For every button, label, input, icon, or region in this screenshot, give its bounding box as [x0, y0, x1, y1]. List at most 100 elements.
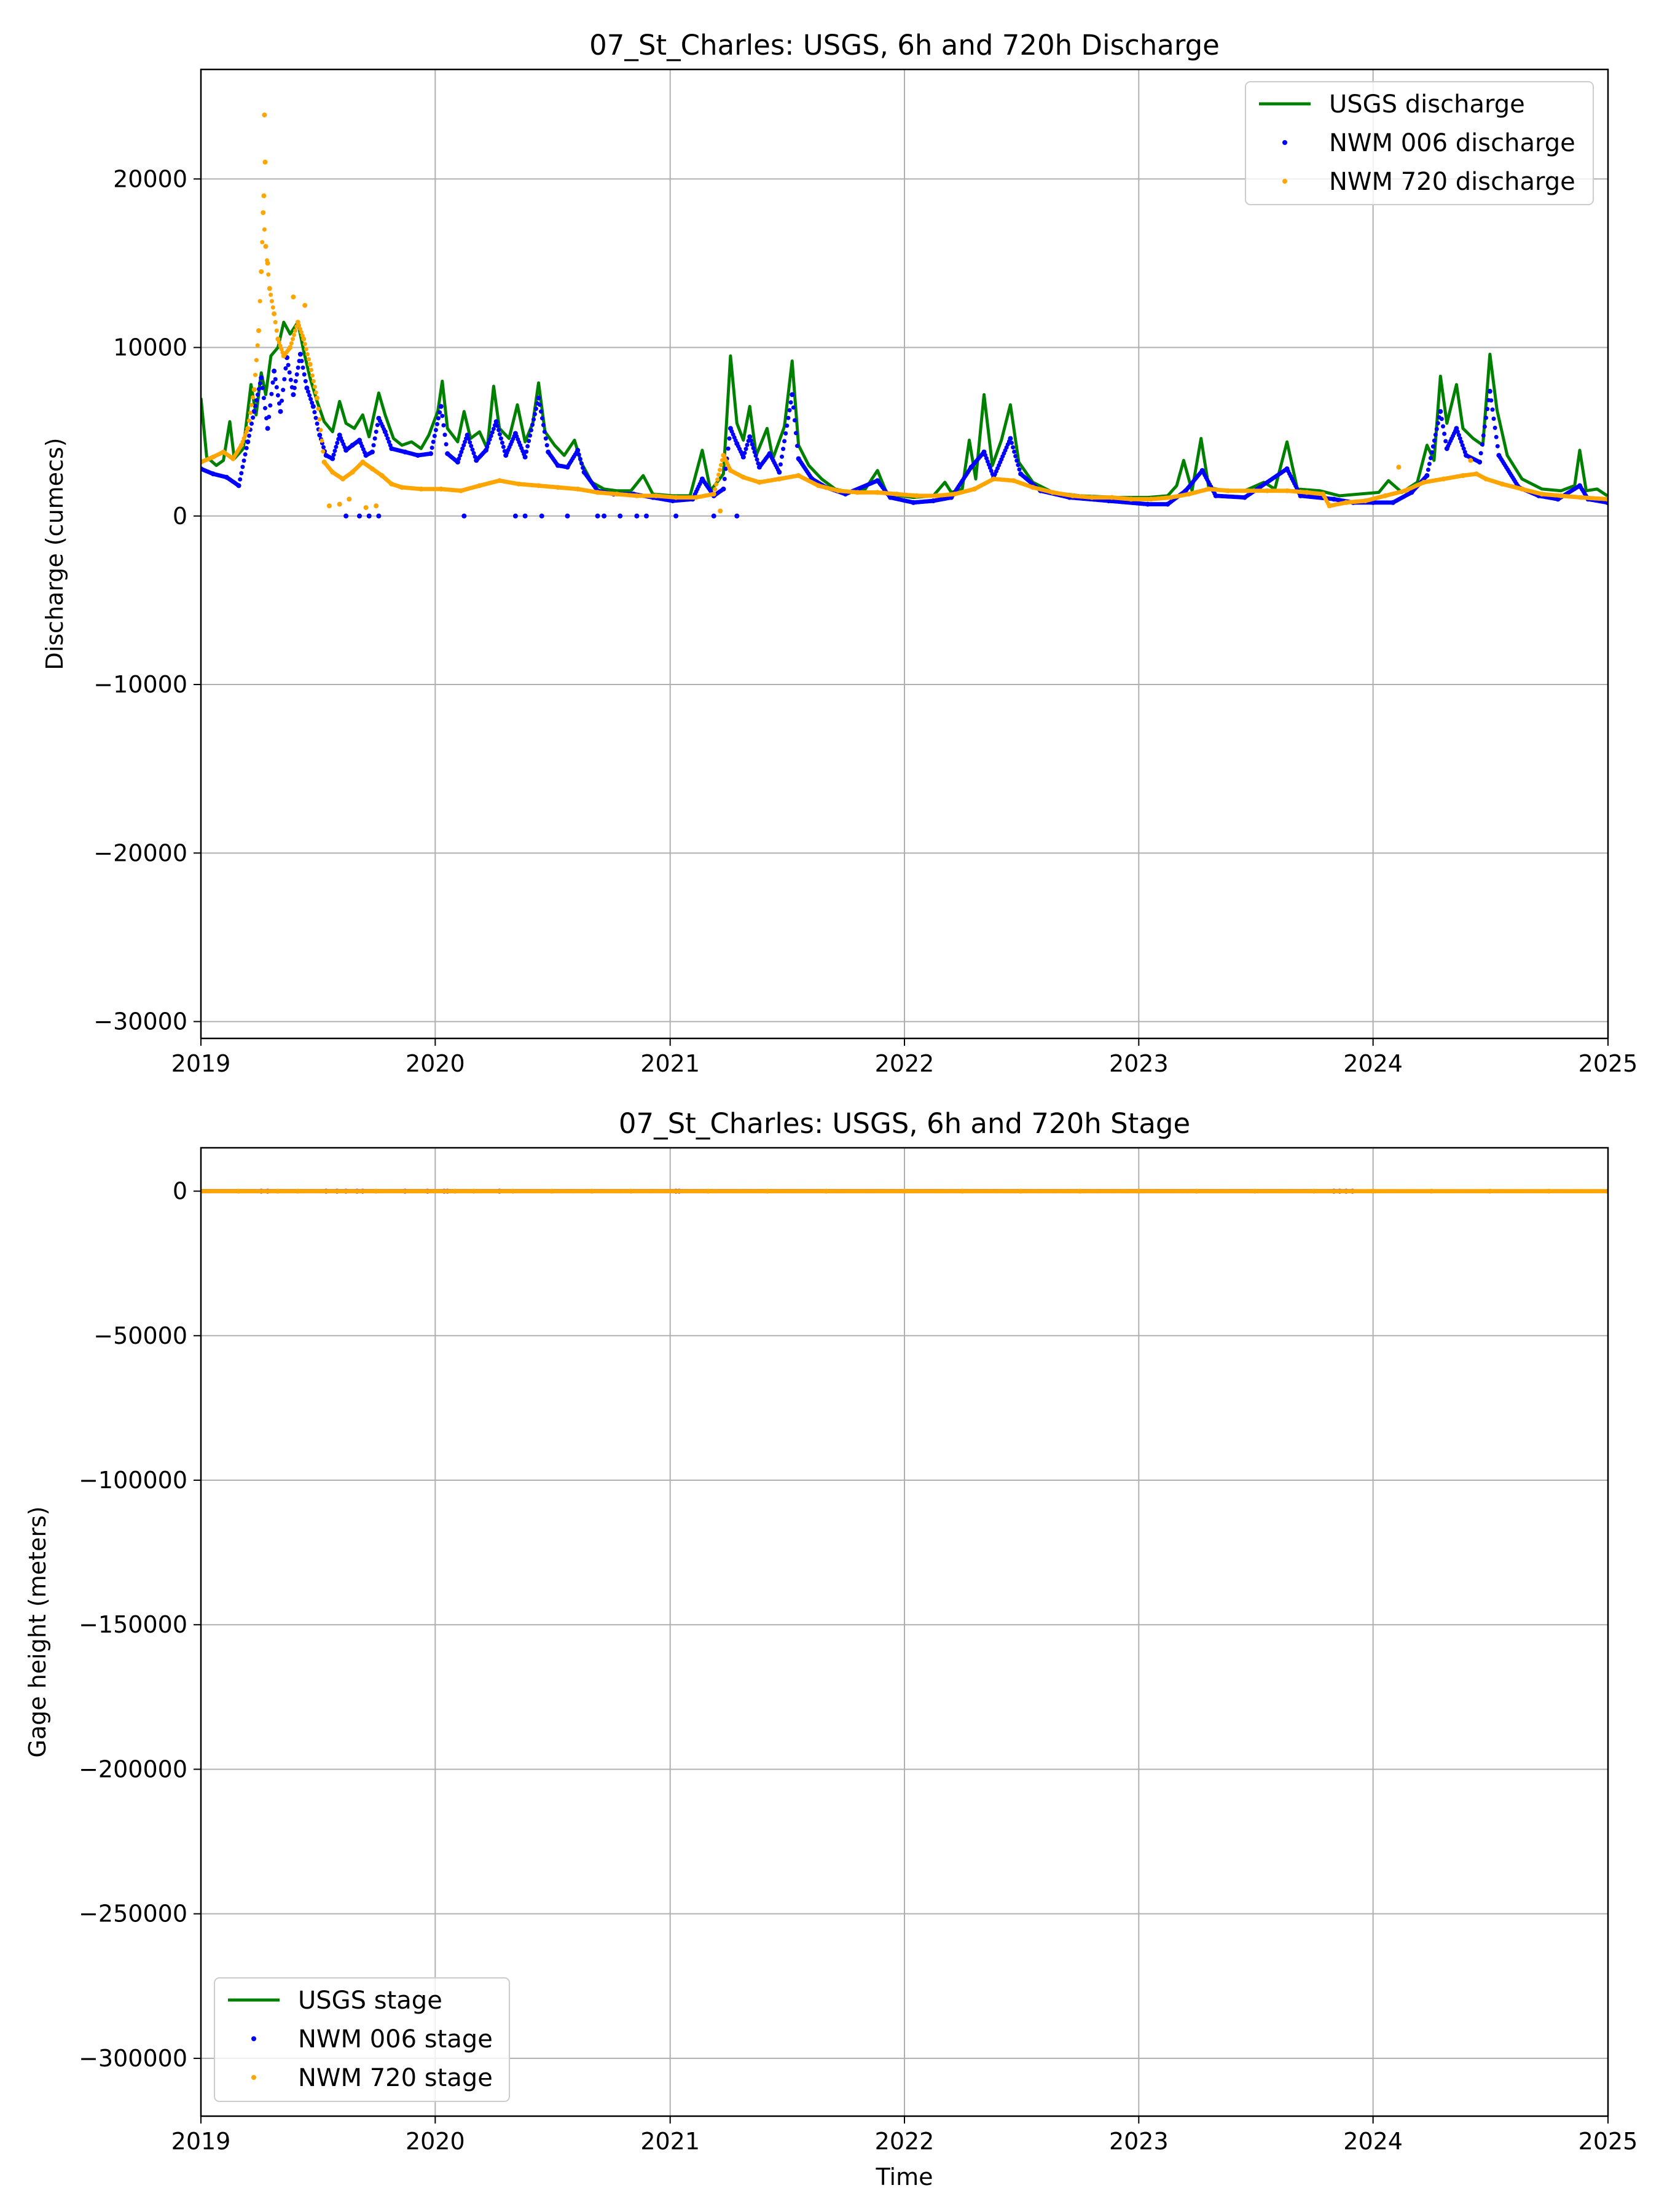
data-point: [267, 415, 272, 419]
legend-marker-swatch: [1282, 140, 1287, 145]
data-point: [470, 447, 475, 452]
y-axis-label: Discharge (cumecs): [41, 437, 68, 670]
x-tick-label: 2023: [1109, 1050, 1169, 1077]
y-tick-label: −10000: [93, 671, 187, 698]
data-point: [432, 434, 437, 438]
data-point: [288, 377, 293, 382]
data-point: [305, 352, 310, 356]
data-point: [273, 320, 278, 324]
data-point: [268, 403, 273, 408]
data-point: [274, 328, 279, 333]
data-point: [254, 358, 259, 363]
data-point: [1011, 445, 1016, 450]
data-point: [493, 419, 499, 425]
data-point: [286, 363, 291, 367]
data-point: [310, 404, 316, 409]
data-point: [534, 406, 538, 411]
data-point: [713, 487, 718, 492]
data-point: [290, 337, 295, 342]
y-tick-label: −250000: [79, 1900, 187, 1928]
data-point: [723, 466, 728, 471]
data-point: [376, 513, 382, 519]
data-point: [262, 112, 267, 118]
data-point: [539, 513, 544, 519]
stage-plot: 2019 2020 2021 2022 2023 2024 2025 0 −50000 −1000…: [24, 1107, 1637, 2190]
data-point: [1461, 446, 1466, 451]
data-point: [374, 503, 379, 509]
data-point: [538, 409, 543, 414]
data-point: [522, 513, 528, 519]
data-point: [460, 446, 465, 451]
data-point: [263, 406, 267, 410]
data-point: [483, 447, 488, 453]
data-point: [1013, 453, 1018, 458]
data-point: [1439, 417, 1444, 422]
data-point: [436, 416, 441, 421]
data-point: [287, 370, 292, 375]
data-point: [727, 436, 732, 441]
data-point: [576, 452, 581, 457]
data-point: [543, 436, 548, 441]
data-point: [239, 471, 244, 476]
data-point: [275, 336, 281, 342]
data-point: [243, 452, 248, 457]
data-point: [307, 362, 313, 367]
chart-title: 07_St_Charles: USGS, 6h and 720h Stage: [619, 1107, 1190, 1140]
data-point: [366, 513, 372, 519]
data-point: [1427, 461, 1432, 466]
data-point: [238, 477, 243, 482]
data-point: [644, 513, 649, 519]
data-point: [1443, 439, 1448, 444]
data-point: [1438, 409, 1443, 414]
data-point: [331, 452, 336, 457]
discharge-plot: 2019 2020 2021 2022 2023 2024 2025 20000 10000 0 −…: [41, 29, 1637, 1077]
data-point: [266, 272, 271, 277]
data-point: [292, 332, 296, 337]
data-point: [1485, 407, 1490, 412]
data-point: [527, 439, 531, 444]
data-point: [302, 303, 308, 308]
y-tick-label: −100000: [79, 1467, 187, 1494]
data-point: [251, 409, 257, 414]
data-point: [260, 240, 265, 245]
data-point: [244, 445, 249, 450]
data-point: [1489, 398, 1494, 403]
data-point: [792, 418, 797, 423]
legend-box: [1245, 81, 1594, 205]
data-point: [261, 193, 267, 198]
data-point: [751, 445, 756, 450]
data-point: [753, 453, 758, 458]
data-point: [295, 320, 300, 325]
data-point: [307, 393, 312, 398]
legend: USGS stage NWM 006 stage NWM 720 stage: [214, 1977, 510, 2102]
data-point: [310, 373, 315, 378]
plot-area: [201, 112, 1608, 519]
data-point: [755, 457, 759, 462]
legend-label: USGS stage: [298, 1986, 442, 2015]
series-usgs-discharge: [201, 320, 1608, 500]
data-point: [458, 453, 463, 458]
data-point: [280, 398, 284, 403]
data-point: [1456, 433, 1461, 437]
data-point: [282, 377, 287, 382]
data-point: [457, 457, 461, 461]
data-point: [435, 422, 439, 426]
data-point: [1484, 415, 1488, 420]
data-point: [256, 386, 261, 391]
data-point: [278, 343, 283, 348]
data-point: [1455, 429, 1460, 434]
data-point: [461, 443, 466, 448]
data-point: [256, 392, 260, 397]
data-point: [1482, 424, 1487, 429]
data-point: [1495, 444, 1500, 449]
data-point: [488, 434, 493, 438]
series-nwm-720-discharge: [201, 112, 1608, 514]
data-point: [315, 422, 320, 426]
data-point: [1457, 436, 1462, 441]
data-point: [257, 299, 262, 304]
data-point: [581, 465, 586, 470]
legend-label: NWM 006 discharge: [1329, 129, 1575, 157]
y-tick-label: 10000: [113, 334, 187, 361]
data-point: [236, 483, 241, 488]
